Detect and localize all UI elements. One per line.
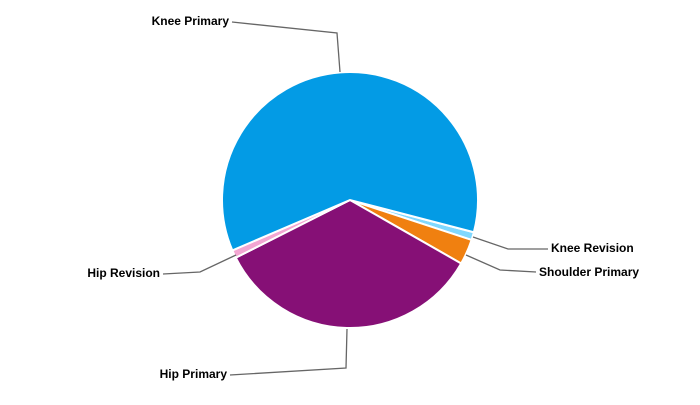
leader-line <box>162 254 237 275</box>
slice-label: Hip Primary <box>160 367 228 381</box>
leader-line <box>231 21 341 73</box>
pie-slice <box>234 198 463 329</box>
slice-label: Knee Revision <box>551 241 634 255</box>
pie-slice <box>221 71 479 252</box>
leader-line <box>229 328 348 376</box>
slice-label: Shoulder Primary <box>539 265 639 279</box>
leader-line <box>472 236 548 250</box>
leader-line <box>465 254 537 273</box>
slice-label: Knee Primary <box>152 14 230 28</box>
slice-label: Hip Revision <box>87 266 160 280</box>
